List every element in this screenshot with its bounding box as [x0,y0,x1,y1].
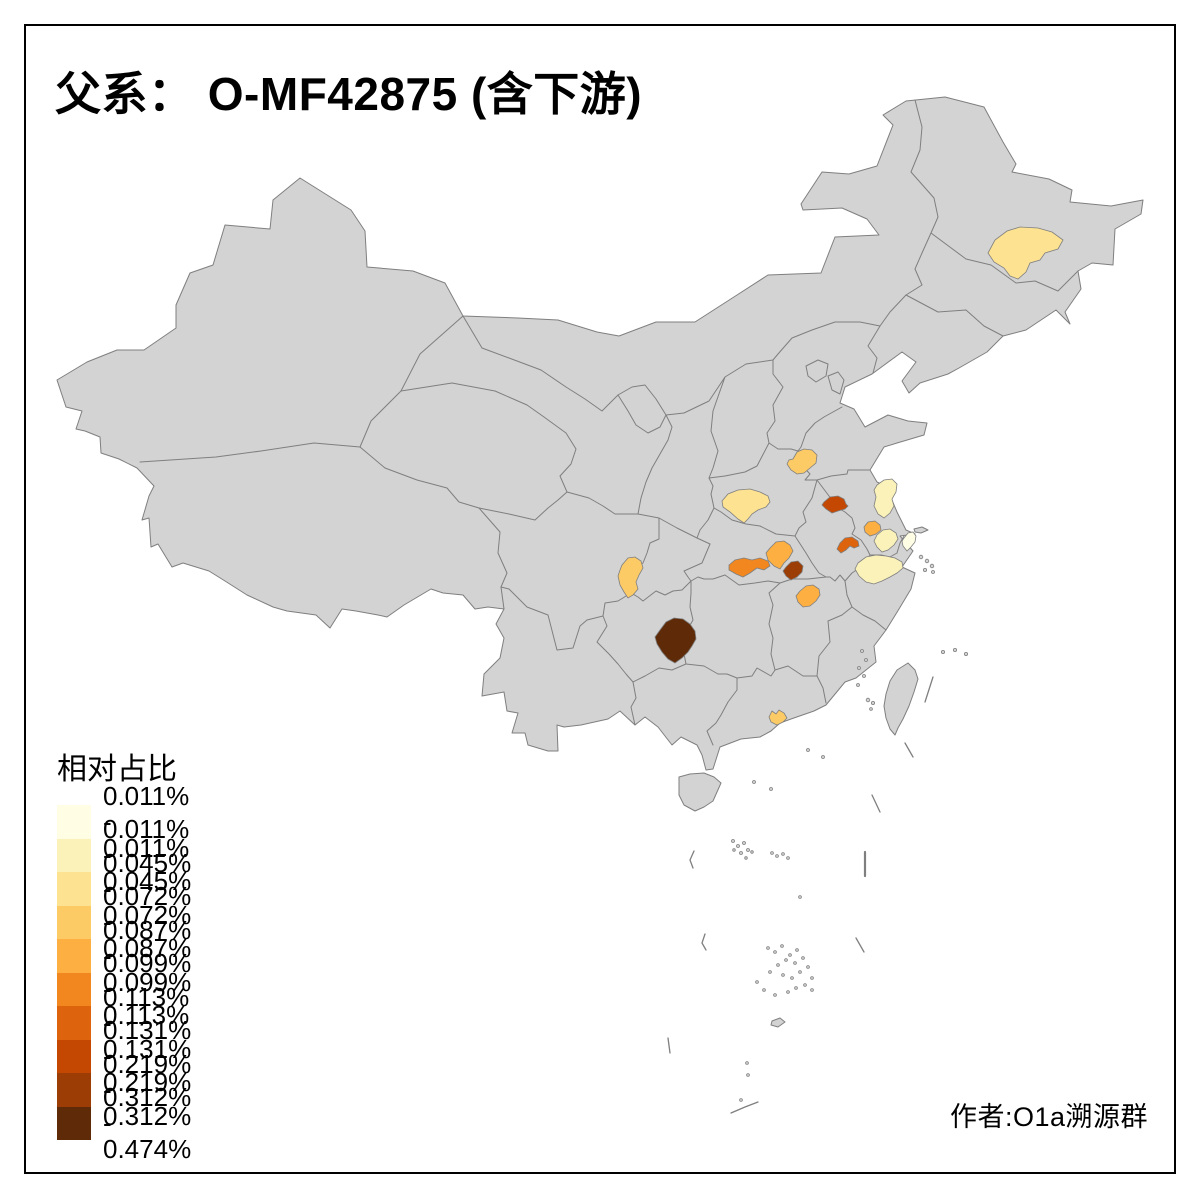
legend-label: 0.011% - 0.045% [103,814,192,897]
legend-label: 0.011% - 0.011% [103,780,190,863]
legend-row: 0.131% - 0.219% [57,1017,191,1095]
legend-row: 0.219% - 0.312% [57,1051,191,1129]
legend-label: 0.219% - 0.312% [103,1048,192,1131]
legend-row: 0.072% - 0.087% [57,883,191,961]
legend-swatch [57,1106,91,1140]
region-east-hubei [795,584,821,608]
legend-row: 0.087% - 0.099% [57,917,191,995]
tianjin-border [827,371,845,395]
region-north-hubei [765,540,794,570]
region-central-hubei [782,560,804,581]
legend-swatch [57,805,91,839]
legend-swatch [57,872,91,906]
legend-label: 0.099% - 0.113% [103,948,192,1031]
region-shanghai [901,531,917,552]
legend-row: 0.113% - 0.131% [57,984,191,1062]
legend-row: 0.011% - 0.045% [57,816,191,894]
region-coastal-jiangsu [873,528,899,553]
legend-swatch [57,838,91,872]
region-south-jiangsu [854,554,904,585]
islands [667,526,969,1114]
boundary-dash-segments [667,676,934,1114]
legend-swatch [57,1006,91,1040]
region-north-jiangsu [873,478,898,519]
legend-row: 0.011% - 0.011% [57,783,191,861]
legend-title: 相对占比 [57,753,177,786]
legend-row: 0.099% - 0.113% [57,950,191,1028]
south-sea-islet [770,1017,786,1028]
legend-swatch [57,905,91,939]
region-east-anhui [836,536,860,554]
legend-label: 0.072% - 0.087% [103,881,192,964]
legend-label: 0.312% - 0.474% [103,1082,192,1165]
region-east-henan [821,495,849,514]
region-northwest-hubei [728,557,771,578]
legend-label: 0.131% - 0.219% [103,1015,192,1098]
region-northeast [987,226,1064,280]
choropleth-regions [617,226,1064,726]
chongming-island [913,526,929,534]
legend-swatch [57,1039,91,1073]
region-north-henan [786,448,818,475]
province-borders [139,99,1079,746]
legend-row: 0.045% - 0.072% [57,850,191,928]
legend-row: 0.312% - 0.474% [57,1084,191,1162]
legend-label: 0.087% - 0.099% [103,914,192,997]
map-title: 父系： O-MF42875 (含下游) [55,68,643,120]
region-pearl-river-delta [768,709,788,726]
region-mid-jiangsu-orange [863,520,882,537]
small-islands [731,554,969,1102]
legend-items: 0.011% - 0.011% 0.011% - 0.045% 0.045% - 0… [57,783,191,1162]
legend: 相对占比 0.011% - 0.011% 0.011% - 0.045% 0.045… [55,744,191,1162]
beijing-border [805,359,829,383]
legend-swatch [57,1073,91,1107]
author-credit: 作者:O1a溯源群 [949,1102,1148,1132]
hainan-island [678,772,722,812]
region-west-henan [721,488,771,524]
legend-label: 0.045% - 0.072% [103,847,192,930]
legend-swatch [57,972,91,1006]
legend-label: 0.113% - 0.131% [103,981,192,1064]
taiwan-island [883,662,919,736]
mainland-china-outline [56,96,1144,771]
region-north-guizhou [654,617,697,664]
legend-swatch [57,939,91,973]
region-chongqing [617,556,644,599]
